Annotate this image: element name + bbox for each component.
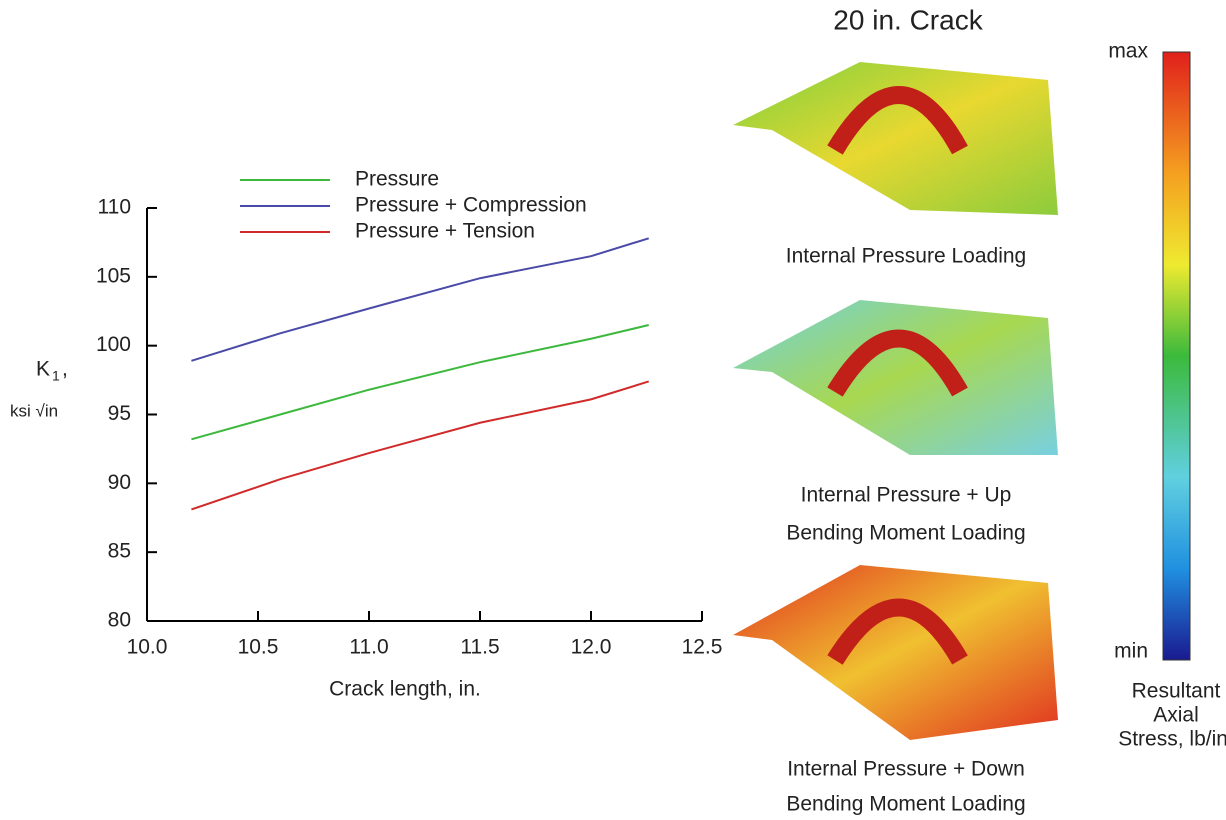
surface-plot	[733, 300, 1058, 455]
colorbar	[1163, 52, 1190, 660]
surface-plot	[733, 565, 1058, 740]
colorbar-max: max	[1108, 40, 1148, 63]
x-tick-label: 11.5	[460, 636, 499, 659]
panel-caption: Internal Pressure + Down	[787, 758, 1025, 781]
legend-label: Pressure + Compression	[355, 194, 587, 217]
x-tick-label: 10.5	[238, 636, 279, 659]
surfaces	[733, 62, 1058, 740]
panel-title: 20 in. Crack	[833, 4, 983, 35]
y-tick-label: 90	[108, 471, 131, 494]
y-tick-label: 95	[108, 402, 131, 425]
surface-plot	[733, 62, 1058, 215]
x-axis-label: Crack length, in.	[329, 678, 481, 701]
panel-caption: Bending Moment Loading	[786, 793, 1025, 815]
figure: 20 in. Crack max min Crack length, in. K…	[0, 0, 1226, 815]
y-axis-units: ksi √in	[10, 401, 58, 420]
legend-label: Pressure	[355, 168, 439, 191]
x-tick-label: 12.0	[571, 636, 612, 659]
x-tick-label: 10.0	[127, 636, 168, 659]
x-tick-label: 12.5	[682, 636, 723, 659]
colorbar-label: Resultant	[1132, 680, 1221, 703]
x-tick-label: 11.0	[349, 636, 388, 659]
legend-label: Pressure + Tension	[355, 220, 535, 243]
y-tick-label: 105	[96, 264, 131, 287]
series-line	[191, 381, 648, 509]
colorbar-label: Stress, lb/in.	[1118, 728, 1226, 751]
y-axis-suffix: ,	[62, 358, 68, 381]
y-axis-symbol: K	[36, 358, 50, 381]
y-tick-label: 85	[108, 540, 131, 563]
y-tick-label: 100	[96, 333, 131, 356]
series-line	[191, 238, 648, 361]
y-tick-label: 110	[98, 196, 131, 219]
colorbar-label: Axial	[1153, 704, 1199, 727]
y-axis-subscript: 1	[52, 368, 60, 384]
panel-caption: Internal Pressure + Up	[801, 484, 1012, 507]
panel-caption: Internal Pressure Loading	[786, 245, 1027, 268]
series-line	[191, 325, 648, 439]
panel-caption: Bending Moment Loading	[786, 522, 1025, 545]
y-tick-label: 80	[108, 609, 131, 632]
colorbar-min: min	[1114, 640, 1148, 663]
